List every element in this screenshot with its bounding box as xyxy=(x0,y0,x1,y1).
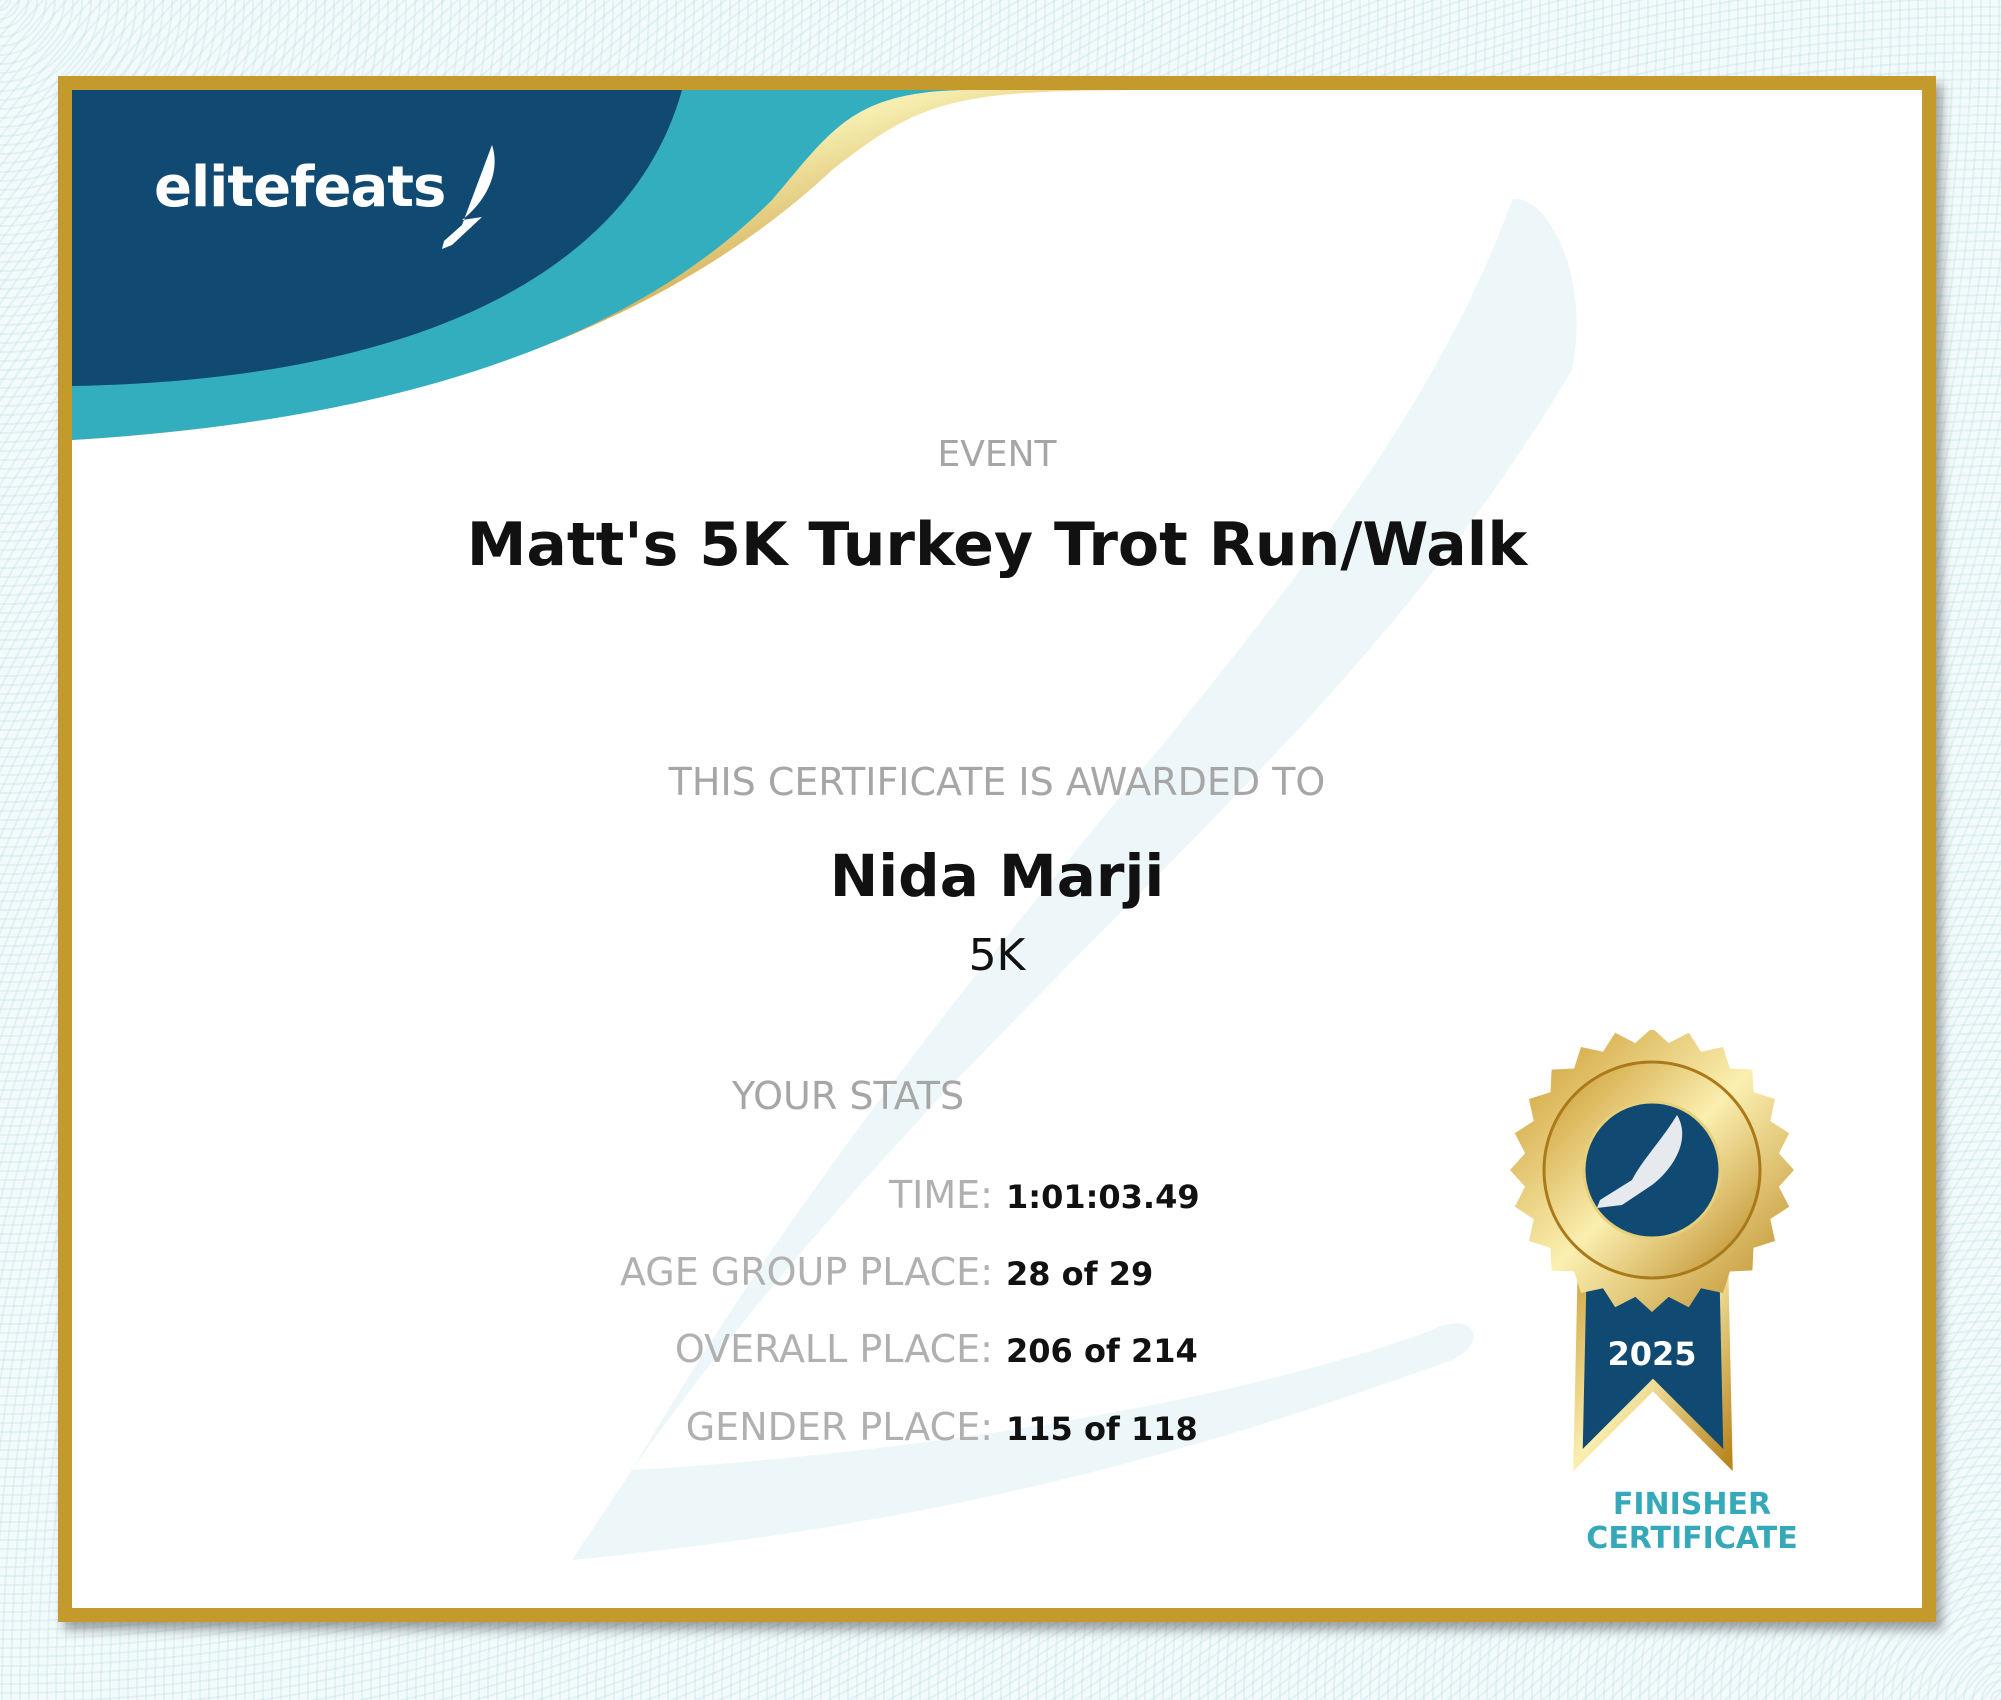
navy-swoosh xyxy=(72,90,682,386)
medal-year: 2025 xyxy=(1607,1335,1696,1373)
stat-row-gender: GENDER PLACE: 115 of 118 xyxy=(72,1405,1922,1455)
event-label: EVENT xyxy=(937,434,1057,475)
finisher-medal: 2025 xyxy=(1510,1030,1794,1472)
recipient-name: Nida Marji xyxy=(829,842,1165,910)
stat-key: TIME: xyxy=(888,1173,993,1217)
stat-value: 206 of 214 xyxy=(1006,1332,1198,1370)
certificate: elitefeats EVENT Matt's 5K Turkey Trot R… xyxy=(58,76,1936,1622)
stats-label: YOUR STATS xyxy=(732,1074,965,1118)
winged-foot-icon xyxy=(442,145,495,249)
stat-value: 1:01:03.49 xyxy=(1006,1178,1200,1216)
winged-foot-icon xyxy=(1597,1115,1683,1208)
event-name: Matt's 5K Turkey Trot Run/Walk xyxy=(466,510,1528,580)
stat-key: OVERALL PLACE: xyxy=(674,1327,993,1371)
elitefeats-logo: elitefeats xyxy=(154,155,446,220)
race-distance: 5K xyxy=(968,930,1026,981)
stat-key: GENDER PLACE: xyxy=(685,1405,993,1449)
stat-row-age-group: AGE GROUP PLACE: 28 of 29 xyxy=(72,1250,1922,1300)
awarded-to-label: THIS CERTIFICATE IS AWARDED TO xyxy=(668,760,1326,804)
stat-row-overall: OVERALL PLACE: 206 of 214 xyxy=(72,1327,1922,1377)
finisher-line1: FINISHER xyxy=(1612,1487,1772,1522)
header-swoosh xyxy=(72,90,1577,1560)
watermark-winged-foot xyxy=(572,199,1577,1560)
stat-value: 115 of 118 xyxy=(1006,1410,1198,1448)
stat-value: 28 of 29 xyxy=(1006,1255,1154,1293)
finisher-certificate-label: FINISHER CERTIFICATE xyxy=(1542,1488,1842,1556)
stat-key: AGE GROUP PLACE: xyxy=(619,1250,993,1294)
finisher-line2: CERTIFICATE xyxy=(1586,1521,1798,1556)
stat-row-time: TIME: 1:01:03.49 xyxy=(72,1173,1922,1223)
